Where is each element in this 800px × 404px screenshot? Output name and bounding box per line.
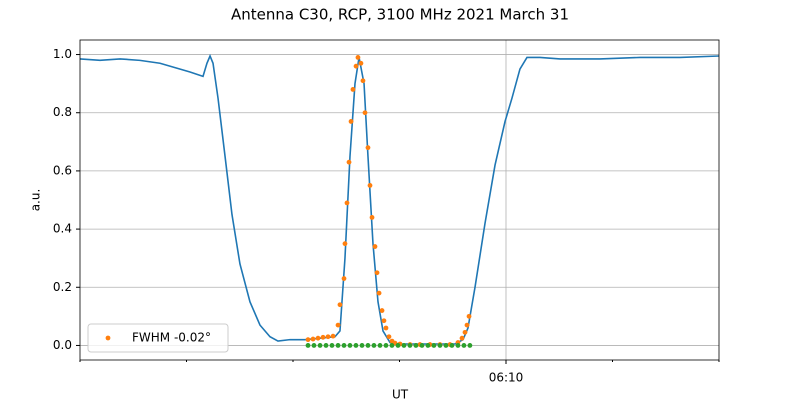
- marker: [401, 343, 407, 348]
- y-axis-label: a.u.: [29, 189, 43, 212]
- y-tick-label: 0.6: [53, 163, 72, 177]
- marker: [386, 334, 392, 340]
- legend-swatch: [105, 335, 111, 341]
- marker: [389, 343, 395, 348]
- marker: [443, 343, 449, 348]
- marker: [362, 110, 368, 116]
- marker: [425, 343, 431, 348]
- marker: [325, 334, 331, 340]
- marker: [395, 343, 401, 348]
- marker: [330, 333, 336, 339]
- marker: [335, 343, 341, 348]
- marker: [337, 302, 343, 308]
- y-tick-label: 0.0: [53, 338, 72, 352]
- y-tick-label: 1.0: [53, 47, 72, 61]
- marker: [407, 343, 413, 348]
- marker: [379, 308, 385, 313]
- marker: [369, 215, 375, 220]
- marker: [305, 343, 311, 348]
- marker: [350, 87, 356, 92]
- marker: [344, 200, 350, 206]
- marker: [311, 343, 317, 348]
- marker: [371, 343, 377, 348]
- marker: [358, 60, 364, 66]
- x-tick-label: 06:10: [489, 371, 524, 385]
- y-tick-label: 0.8: [53, 105, 72, 119]
- marker: [413, 343, 419, 348]
- marker: [348, 119, 354, 124]
- marker: [367, 183, 373, 188]
- marker: [355, 55, 361, 60]
- marker: [360, 78, 366, 84]
- marker: [437, 343, 443, 348]
- marker: [365, 343, 371, 348]
- marker: [462, 329, 468, 335]
- y-tick-label: 0.2: [53, 280, 72, 294]
- marker: [377, 343, 383, 348]
- y-tick-label: 0.4: [53, 222, 72, 236]
- plot-frame: [79, 39, 720, 361]
- marker: [341, 343, 347, 348]
- marker: [449, 343, 455, 348]
- marker: [317, 343, 323, 348]
- legend-box: [87, 323, 229, 353]
- marker: [347, 343, 353, 348]
- x-axis-label: UT: [392, 388, 409, 401]
- marker: [381, 318, 387, 324]
- marker: [383, 343, 389, 348]
- legend: FWHM -0.02°: [87, 323, 229, 353]
- marker: [419, 343, 425, 348]
- marker: [467, 343, 473, 348]
- marker: [323, 343, 329, 348]
- marker: [310, 336, 316, 342]
- marker: [455, 343, 461, 348]
- marker: [353, 343, 359, 348]
- marker: [329, 343, 335, 348]
- marker: [315, 335, 321, 341]
- legend-label: FWHM -0.02°: [132, 331, 211, 345]
- marker: [342, 241, 348, 247]
- marker: [372, 244, 378, 249]
- marker: [305, 337, 311, 343]
- marker: [376, 290, 382, 296]
- marker: [320, 334, 326, 340]
- marker: [466, 313, 472, 319]
- marker: [335, 322, 341, 328]
- marker: [383, 325, 389, 331]
- marker: [459, 335, 465, 341]
- series-line: [79, 53, 720, 345]
- marker: [353, 63, 359, 69]
- marker: [431, 343, 437, 348]
- marker: [365, 145, 371, 151]
- marker: [346, 159, 352, 165]
- marker: [374, 270, 380, 276]
- marker: [359, 343, 365, 348]
- marker: [341, 276, 347, 281]
- chart-title: Antenna C30, RCP, 3100 MHz 2021 March 31: [231, 6, 569, 24]
- marker: [461, 343, 467, 348]
- marker: [464, 322, 470, 328]
